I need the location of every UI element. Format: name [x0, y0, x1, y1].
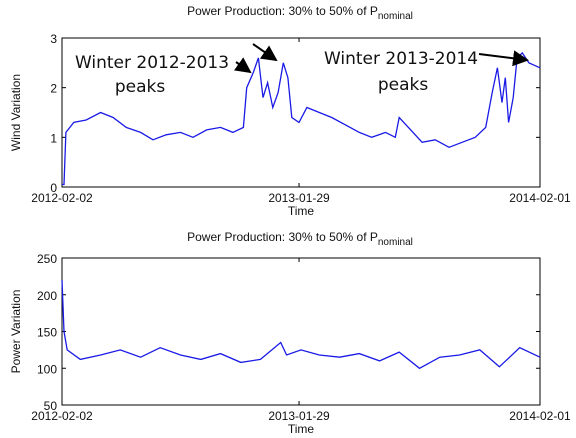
- y-tick-label: 3: [50, 32, 57, 46]
- y-axis-label: Wind Variation: [9, 74, 23, 151]
- annotation: peaks: [378, 75, 429, 95]
- x-tick-label: 2012-02-02: [31, 409, 93, 423]
- x-axis-label: Time: [288, 422, 315, 436]
- chart-title: Power Production: 30% to 50% of Pnominal: [187, 230, 413, 248]
- annotation: peaks: [115, 77, 166, 97]
- x-tick-label: 2012-02-02: [31, 191, 93, 205]
- y-tick-label: 0: [50, 181, 57, 195]
- x-tick-label: 2013-01-29: [268, 191, 330, 205]
- line-series: [62, 51, 541, 186]
- y-tick-label: 100: [37, 362, 57, 376]
- x-tick-label: 2014-02-01: [509, 409, 571, 423]
- x-axis-label: Time: [288, 204, 315, 218]
- y-tick-label: 200: [37, 289, 57, 303]
- x-tick-label: 2014-02-01: [509, 191, 571, 205]
- chart-title: Power Production: 30% to 50% of Pnominal: [187, 4, 413, 22]
- line-series: [61, 280, 541, 370]
- y-tick-label: 2: [50, 82, 57, 96]
- y-axis-label: Power Variation: [9, 290, 23, 374]
- annotation: Winter 2013-2014: [324, 49, 478, 69]
- y-tick-label: 50: [44, 399, 58, 413]
- plot-area: [61, 257, 541, 406]
- y-tick-label: 250: [37, 252, 57, 266]
- annotation: Winter 2012-2013: [75, 53, 229, 73]
- y-tick-label: 150: [37, 326, 57, 340]
- plot-area: [61, 37, 541, 188]
- x-tick-label: 2013-01-29: [268, 409, 330, 423]
- arrows: [233, 43, 529, 74]
- y-tick-label: 1: [50, 131, 57, 145]
